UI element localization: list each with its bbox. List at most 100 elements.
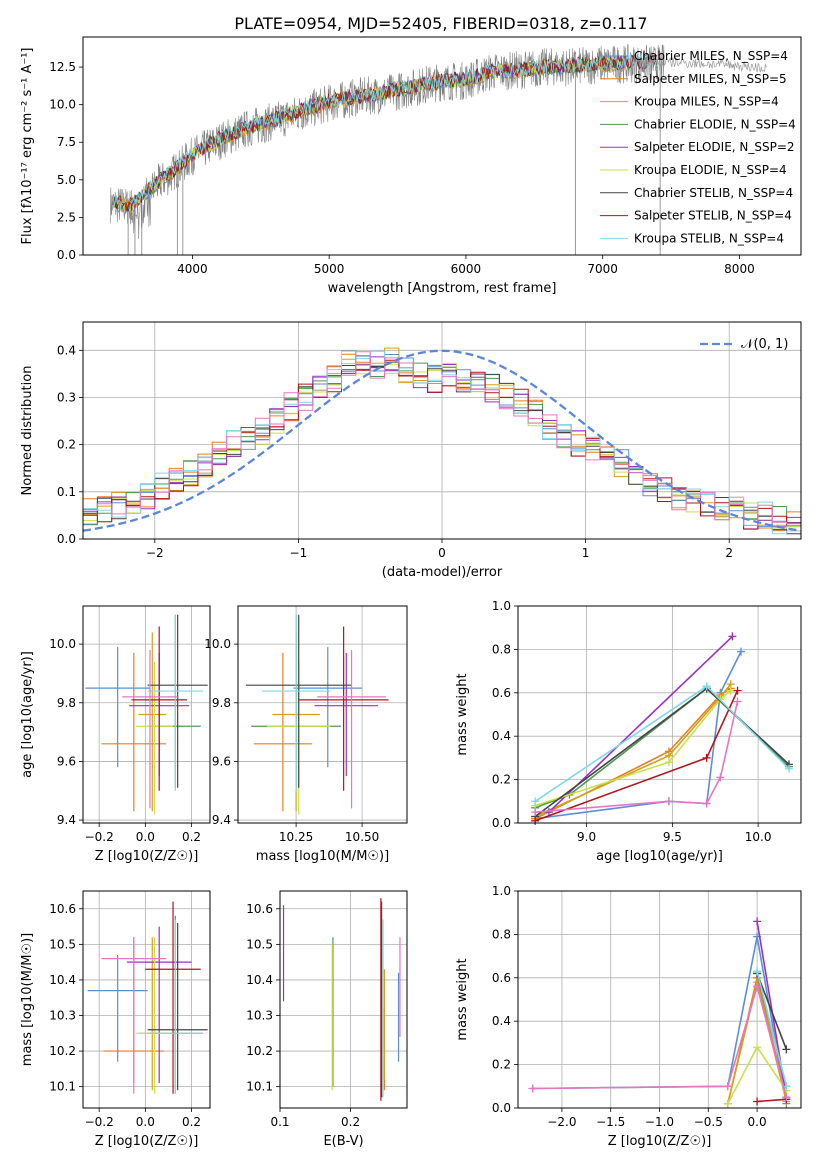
mass-weight-panel: −2.0 −1.5 −1.0 −0.5 0.0 0.0 0.2 0.4 0.6 0.8 1.0 Z […	[455, 884, 802, 1149]
x-tick-label: 4000	[177, 262, 208, 276]
weight-point	[753, 1043, 762, 1052]
x-tick-label: 6000	[451, 262, 482, 276]
weight-line	[756, 971, 788, 1087]
axes-frame	[82, 890, 211, 1109]
weight-point	[531, 797, 540, 806]
legend-label: Chabrier ELODIE, N_SSP=4	[634, 117, 796, 131]
y-tick-label: 9.4	[57, 813, 76, 827]
y-tick-label: 1.0	[492, 599, 511, 613]
x-tick-label: 0.2	[182, 1115, 201, 1129]
figure-title: PLATE=0954, MJD=52405, FIBERID=0318, z=0…	[234, 14, 647, 33]
x-tick-label: 1	[582, 546, 590, 560]
weight-line	[534, 687, 790, 818]
errorbar-panel: −0.2 0.0 0.2 9.4 9.6 9.8 10.0 Z [log10(Z/Z☉)] ag…	[20, 605, 211, 864]
weight-point	[753, 982, 762, 991]
x-tick-label: 9.5	[663, 830, 682, 844]
spectrum-model-line	[112, 53, 658, 210]
weight-point	[716, 773, 725, 782]
weight-point	[782, 1045, 791, 1054]
errorbar-panel: −0.2 0.0 0.2 10.1 10.2 10.3 10.4 10.5 10.6 Z [log…	[20, 890, 211, 1149]
y-tick-label: 0.6	[492, 971, 511, 985]
x-tick-label: 7000	[587, 262, 618, 276]
y-tick-label: 0.4	[57, 343, 76, 357]
legend-label: Salpeter MILES, N_SSP=5	[634, 72, 787, 86]
x-tick-label: 2	[725, 546, 733, 560]
weight-point	[531, 808, 540, 817]
axes-frame	[82, 605, 211, 824]
y-tick-label: 12.5	[49, 60, 76, 74]
y-tick-label: 10.5	[246, 937, 273, 951]
y-tick-label: 0.2	[492, 773, 511, 787]
y-tick-label: 10.6	[49, 902, 76, 916]
weight-point	[544, 808, 553, 817]
x-tick-label: −0.2	[85, 830, 114, 844]
y-tick-label: 10.2	[246, 1044, 273, 1058]
x-tick-label: 0	[438, 546, 446, 560]
y-axis-label: Flux [fλ10⁻¹⁷ erg cm⁻² s⁻¹ A⁻¹]	[20, 48, 35, 245]
weight-line	[757, 1098, 787, 1103]
y-tick-label: 2.5	[57, 210, 76, 224]
legend-label: 𝒩(0, 1)	[741, 337, 788, 352]
weight-point	[733, 686, 742, 695]
legend-label: Kroupa ELODIE, N_SSP=4	[634, 163, 787, 177]
weight-lines	[528, 917, 791, 1108]
weight-point	[753, 1097, 762, 1106]
y-tick-label: 9.8	[57, 696, 76, 710]
weight-lines	[531, 632, 793, 825]
y-axis-label: mass weight	[455, 958, 470, 1040]
x-tick-label: 0.2	[182, 830, 201, 844]
y-tick-label: 0.0	[57, 532, 76, 546]
spectrum-data-line	[110, 43, 665, 239]
y-tick-label: 0.2	[57, 438, 76, 452]
histogram-panel: −2 −1 0 1 2 0.0 0.1 0.2 0.3 0.4 (data-model)/error…	[20, 321, 802, 580]
y-tick-label: 0.8	[492, 927, 511, 941]
y-tick-label: 0.0	[492, 816, 511, 830]
spectrum-model-line	[112, 54, 630, 213]
x-axis-label: (data-model)/error	[382, 565, 503, 580]
spectrum-red-end	[629, 56, 767, 74]
spectrum-model-line	[112, 56, 630, 215]
x-tick-label: −2	[146, 546, 164, 560]
x-axis-label: mass [log10(M/M☉)]	[256, 849, 389, 864]
legend-label: Kroupa MILES, N_SSP=4	[634, 95, 779, 109]
y-tick-label: 10.4	[49, 973, 76, 987]
plots-group: 4000 5000 6000 7000 80000.02.55.07.510.012.5…	[20, 36, 802, 1149]
errorbars	[282, 898, 401, 1101]
histogram-line	[83, 351, 801, 526]
y-tick-label: 10.1	[49, 1080, 76, 1094]
y-axis-label: age [log10(age/yr)]	[20, 651, 35, 778]
weight-line	[534, 683, 732, 818]
y-tick-label: 0.2	[492, 1058, 511, 1072]
axes-frame	[279, 890, 408, 1109]
axes-frame	[237, 605, 408, 824]
x-tick-label: 0.1	[270, 1115, 289, 1129]
x-axis-label: wavelength [Angstrom, rest frame]	[328, 281, 557, 296]
y-tick-label: 1.0	[492, 884, 511, 898]
legend-label: Salpeter ELODIE, N_SSP=2	[634, 140, 795, 154]
y-tick-label: 9.6	[57, 754, 76, 768]
weight-point	[736, 647, 745, 656]
legend-label: Chabrier MILES, N_SSP=4	[634, 49, 788, 63]
x-tick-label: −0.2	[85, 1115, 114, 1129]
weight-point	[528, 1084, 537, 1093]
legend-label: Chabrier STELIB, N_SSP=4	[634, 186, 793, 200]
weight-line	[756, 973, 788, 1050]
x-tick-label: −1	[290, 546, 308, 560]
y-axis-label: mass weight	[455, 673, 470, 755]
x-tick-label: −1.0	[645, 1115, 674, 1129]
errorbars	[85, 614, 208, 815]
weight-point	[726, 686, 735, 695]
axes-frame	[82, 321, 802, 540]
weight-line	[534, 687, 732, 820]
y-axis-label: mass [log10(M/M☉)]	[20, 933, 35, 1066]
spectrum-model-line	[112, 55, 630, 212]
legend-label: Salpeter STELIB, N_SSP=4	[634, 209, 792, 223]
weight-line	[534, 689, 732, 807]
x-axis-label: Z [log10(Z/Z☉)]	[95, 1134, 199, 1149]
x-tick-label: 10.25	[279, 830, 313, 844]
y-tick-label: 10.1	[246, 1080, 273, 1094]
x-tick-label: 5000	[314, 262, 345, 276]
weight-point	[664, 797, 673, 806]
legend-label: Kroupa STELIB, N_SSP=4	[634, 231, 784, 245]
